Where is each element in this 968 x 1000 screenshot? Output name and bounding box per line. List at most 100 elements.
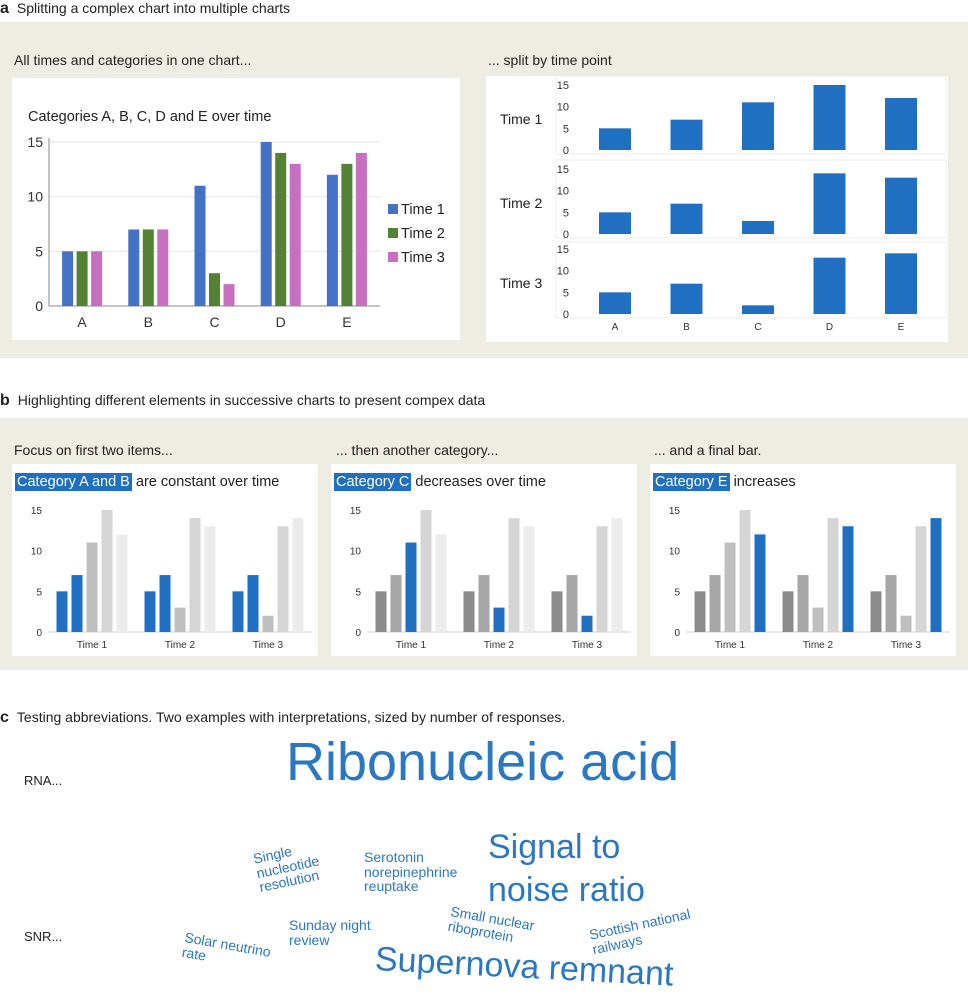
legend-swatch	[388, 252, 398, 262]
bar	[885, 575, 897, 632]
bar	[742, 221, 774, 234]
split-bar-chart: 0 5 10 15 Time 1 0 5 10 15 Time 2 0 5 10 15 Time 3 A B C D…	[500, 75, 947, 333]
bar	[277, 526, 289, 632]
y-tick-label: 10	[27, 189, 43, 205]
bar	[670, 203, 703, 234]
highlight-panel-1: Category A and B are constant over time …	[12, 464, 318, 656]
x-tick-label: D	[276, 314, 286, 330]
bar	[91, 251, 103, 306]
x-tick-label: Time 1	[715, 640, 746, 651]
bar	[159, 575, 171, 632]
bar	[813, 85, 846, 150]
bar	[930, 518, 942, 632]
word-serotonin-norepinephrine-reuptake: Serotonin norepinephrine reuptake	[364, 849, 458, 895]
bar	[71, 575, 83, 632]
snr-label: SNR...	[24, 929, 63, 944]
bar	[827, 518, 839, 632]
bar	[842, 526, 854, 632]
bar	[739, 510, 751, 632]
x-tick-label: Time 2	[165, 640, 196, 651]
y-tick-label: 0	[563, 145, 569, 157]
y-tick-label: 0	[36, 628, 42, 639]
bar	[611, 518, 623, 632]
highlight-chart-1: 0 5 10 15 Time 1 Time 2 Time 3	[31, 506, 312, 651]
word-signal-to-noise-ratio: Signal to noise ratio	[488, 828, 645, 909]
combined-chart-panel: Categories A, B, C, D and E over time 0 5 1…	[12, 78, 460, 340]
y-tick-label: 5	[35, 243, 43, 259]
bar	[194, 185, 206, 306]
word-solar-neutrino-rate: Solar neutrino rate	[180, 929, 273, 964]
y-tick-label: 10	[557, 266, 569, 278]
bar	[813, 257, 846, 314]
section-a-left-subtitle: All times and categories in one chart...	[14, 52, 252, 68]
bar	[144, 591, 156, 632]
x-tick-label: Time 2	[803, 640, 834, 651]
bar	[670, 119, 703, 150]
bar	[174, 607, 186, 632]
bar	[142, 229, 154, 306]
legend-swatch	[388, 204, 398, 214]
panel-3-subtitle: ... and a final bar.	[654, 442, 762, 458]
section-a-letter: a	[0, 0, 9, 17]
x-tick-label: Time 3	[891, 640, 922, 651]
highlight-title-3: Category E increases	[653, 473, 796, 491]
bar	[709, 575, 721, 632]
bar	[435, 534, 447, 632]
bar	[596, 526, 608, 632]
bar	[275, 152, 287, 306]
bar	[128, 229, 140, 306]
x-tick-label: D	[826, 322, 833, 333]
y-tick-label: 0	[563, 229, 569, 241]
bar	[523, 526, 535, 632]
highlight-chart-2: 0 5 10 15 Time 1 Time 2 Time 3	[350, 506, 631, 651]
word-single-nucleotide-resolution: Single nucleotide resolution	[251, 842, 321, 896]
highlight-panel-3: Category E increases 0 5 10 15 Time 1 Time 2 T…	[650, 464, 956, 656]
legend-label: Time 2	[401, 226, 445, 242]
highlight-chart-3: 0 5 10 15 Time 1 Time 2 Time 3	[669, 506, 950, 651]
y-tick-label: 15	[350, 506, 362, 517]
y-tick-label: 15	[31, 506, 43, 517]
bar	[292, 518, 304, 632]
bar	[76, 251, 88, 306]
bar	[754, 534, 766, 632]
legend-label: Time 1	[401, 202, 445, 218]
chart-title: Categories A, B, C, D and E over time	[28, 109, 271, 125]
bar	[782, 591, 794, 632]
bar	[247, 575, 259, 632]
bar	[260, 142, 272, 306]
bar	[742, 305, 774, 314]
y-tick-label: 0	[563, 309, 569, 321]
y-tick-label: 15	[27, 134, 43, 150]
bar	[56, 591, 68, 632]
bar	[870, 591, 882, 632]
y-tick-label: 0	[674, 628, 680, 639]
y-tick-label: 5	[563, 287, 569, 299]
bar	[724, 542, 736, 632]
bar	[232, 591, 244, 632]
bar	[101, 510, 113, 632]
highlight-panel-2: Category C decreases over time 0 5 10 15 Tim…	[331, 464, 637, 656]
x-tick-label: B	[683, 322, 690, 333]
bar	[566, 575, 578, 632]
bar	[478, 575, 490, 632]
bar	[463, 591, 475, 632]
legend-label: Time 3	[401, 250, 445, 266]
bar	[670, 283, 703, 314]
y-tick-label: 15	[669, 506, 681, 517]
y-tick-label: 5	[563, 207, 569, 219]
bar	[885, 98, 917, 150]
highlight-title-1: Category A and B are constant over time	[15, 473, 280, 491]
bar	[812, 607, 824, 632]
bar	[223, 284, 235, 306]
bar	[599, 292, 631, 314]
highlight-label-3: Category E	[653, 473, 730, 491]
y-tick-label: 10	[557, 102, 569, 114]
bar	[116, 534, 128, 632]
bar	[326, 174, 338, 306]
highlight-label-2: Category C	[334, 473, 412, 491]
y-tick-label: 10	[31, 547, 43, 558]
facet-frame	[555, 159, 947, 239]
x-tick-label: Time 3	[253, 640, 284, 651]
x-tick-label: C	[209, 314, 219, 330]
x-tick-label: E	[898, 322, 905, 333]
